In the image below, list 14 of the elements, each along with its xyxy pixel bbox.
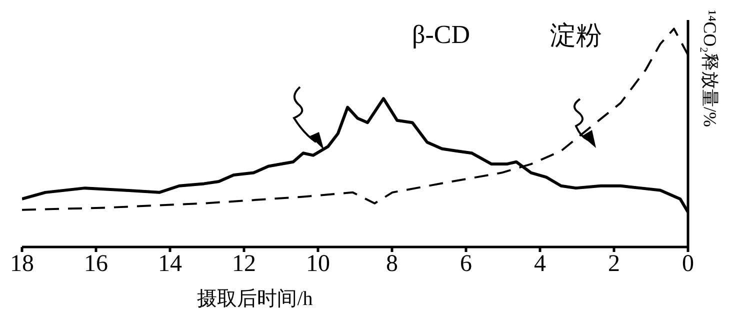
x-axis-title: 摄取后时间/h bbox=[197, 288, 313, 310]
y-axis-title: ¹⁴CO₂释放量/% bbox=[699, 10, 721, 127]
x-tick-label: 10 bbox=[306, 251, 330, 278]
x-tick-label: 0 bbox=[682, 251, 694, 278]
x-tick-label: 6 bbox=[460, 251, 472, 278]
x-tick-label: 4 bbox=[534, 251, 546, 278]
x-tick-label: 8 bbox=[386, 251, 398, 278]
x-tick-label: 14 bbox=[158, 251, 182, 278]
x-tick-label: 2 bbox=[608, 251, 620, 278]
x-tick-label: 16 bbox=[84, 251, 108, 278]
series-label: 淀粉 bbox=[550, 20, 602, 52]
x-tick-label: 18 bbox=[10, 251, 34, 278]
x-tick-label: 12 bbox=[232, 251, 256, 278]
text: β-CD bbox=[412, 20, 470, 50]
